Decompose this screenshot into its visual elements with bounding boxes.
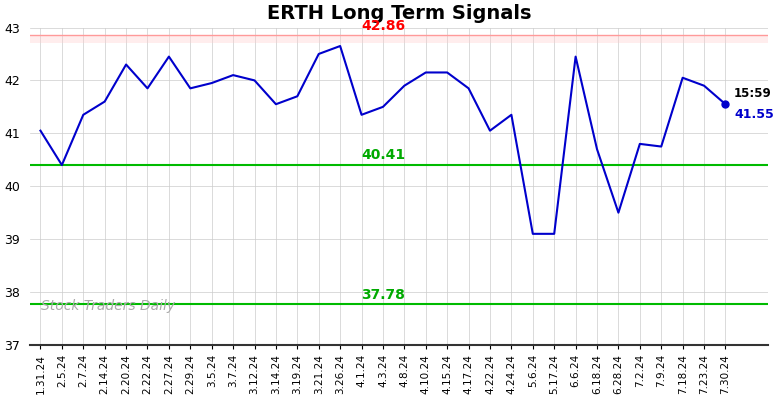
- Text: 37.78: 37.78: [361, 287, 405, 302]
- Text: Stock Traders Daily: Stock Traders Daily: [41, 299, 175, 313]
- Text: 41.55: 41.55: [734, 108, 774, 121]
- Title: ERTH Long Term Signals: ERTH Long Term Signals: [267, 4, 532, 23]
- Text: 15:59: 15:59: [734, 87, 771, 100]
- Text: 42.86: 42.86: [361, 19, 405, 33]
- Bar: [30, 35, 768, 43]
- Text: 40.41: 40.41: [361, 148, 405, 162]
